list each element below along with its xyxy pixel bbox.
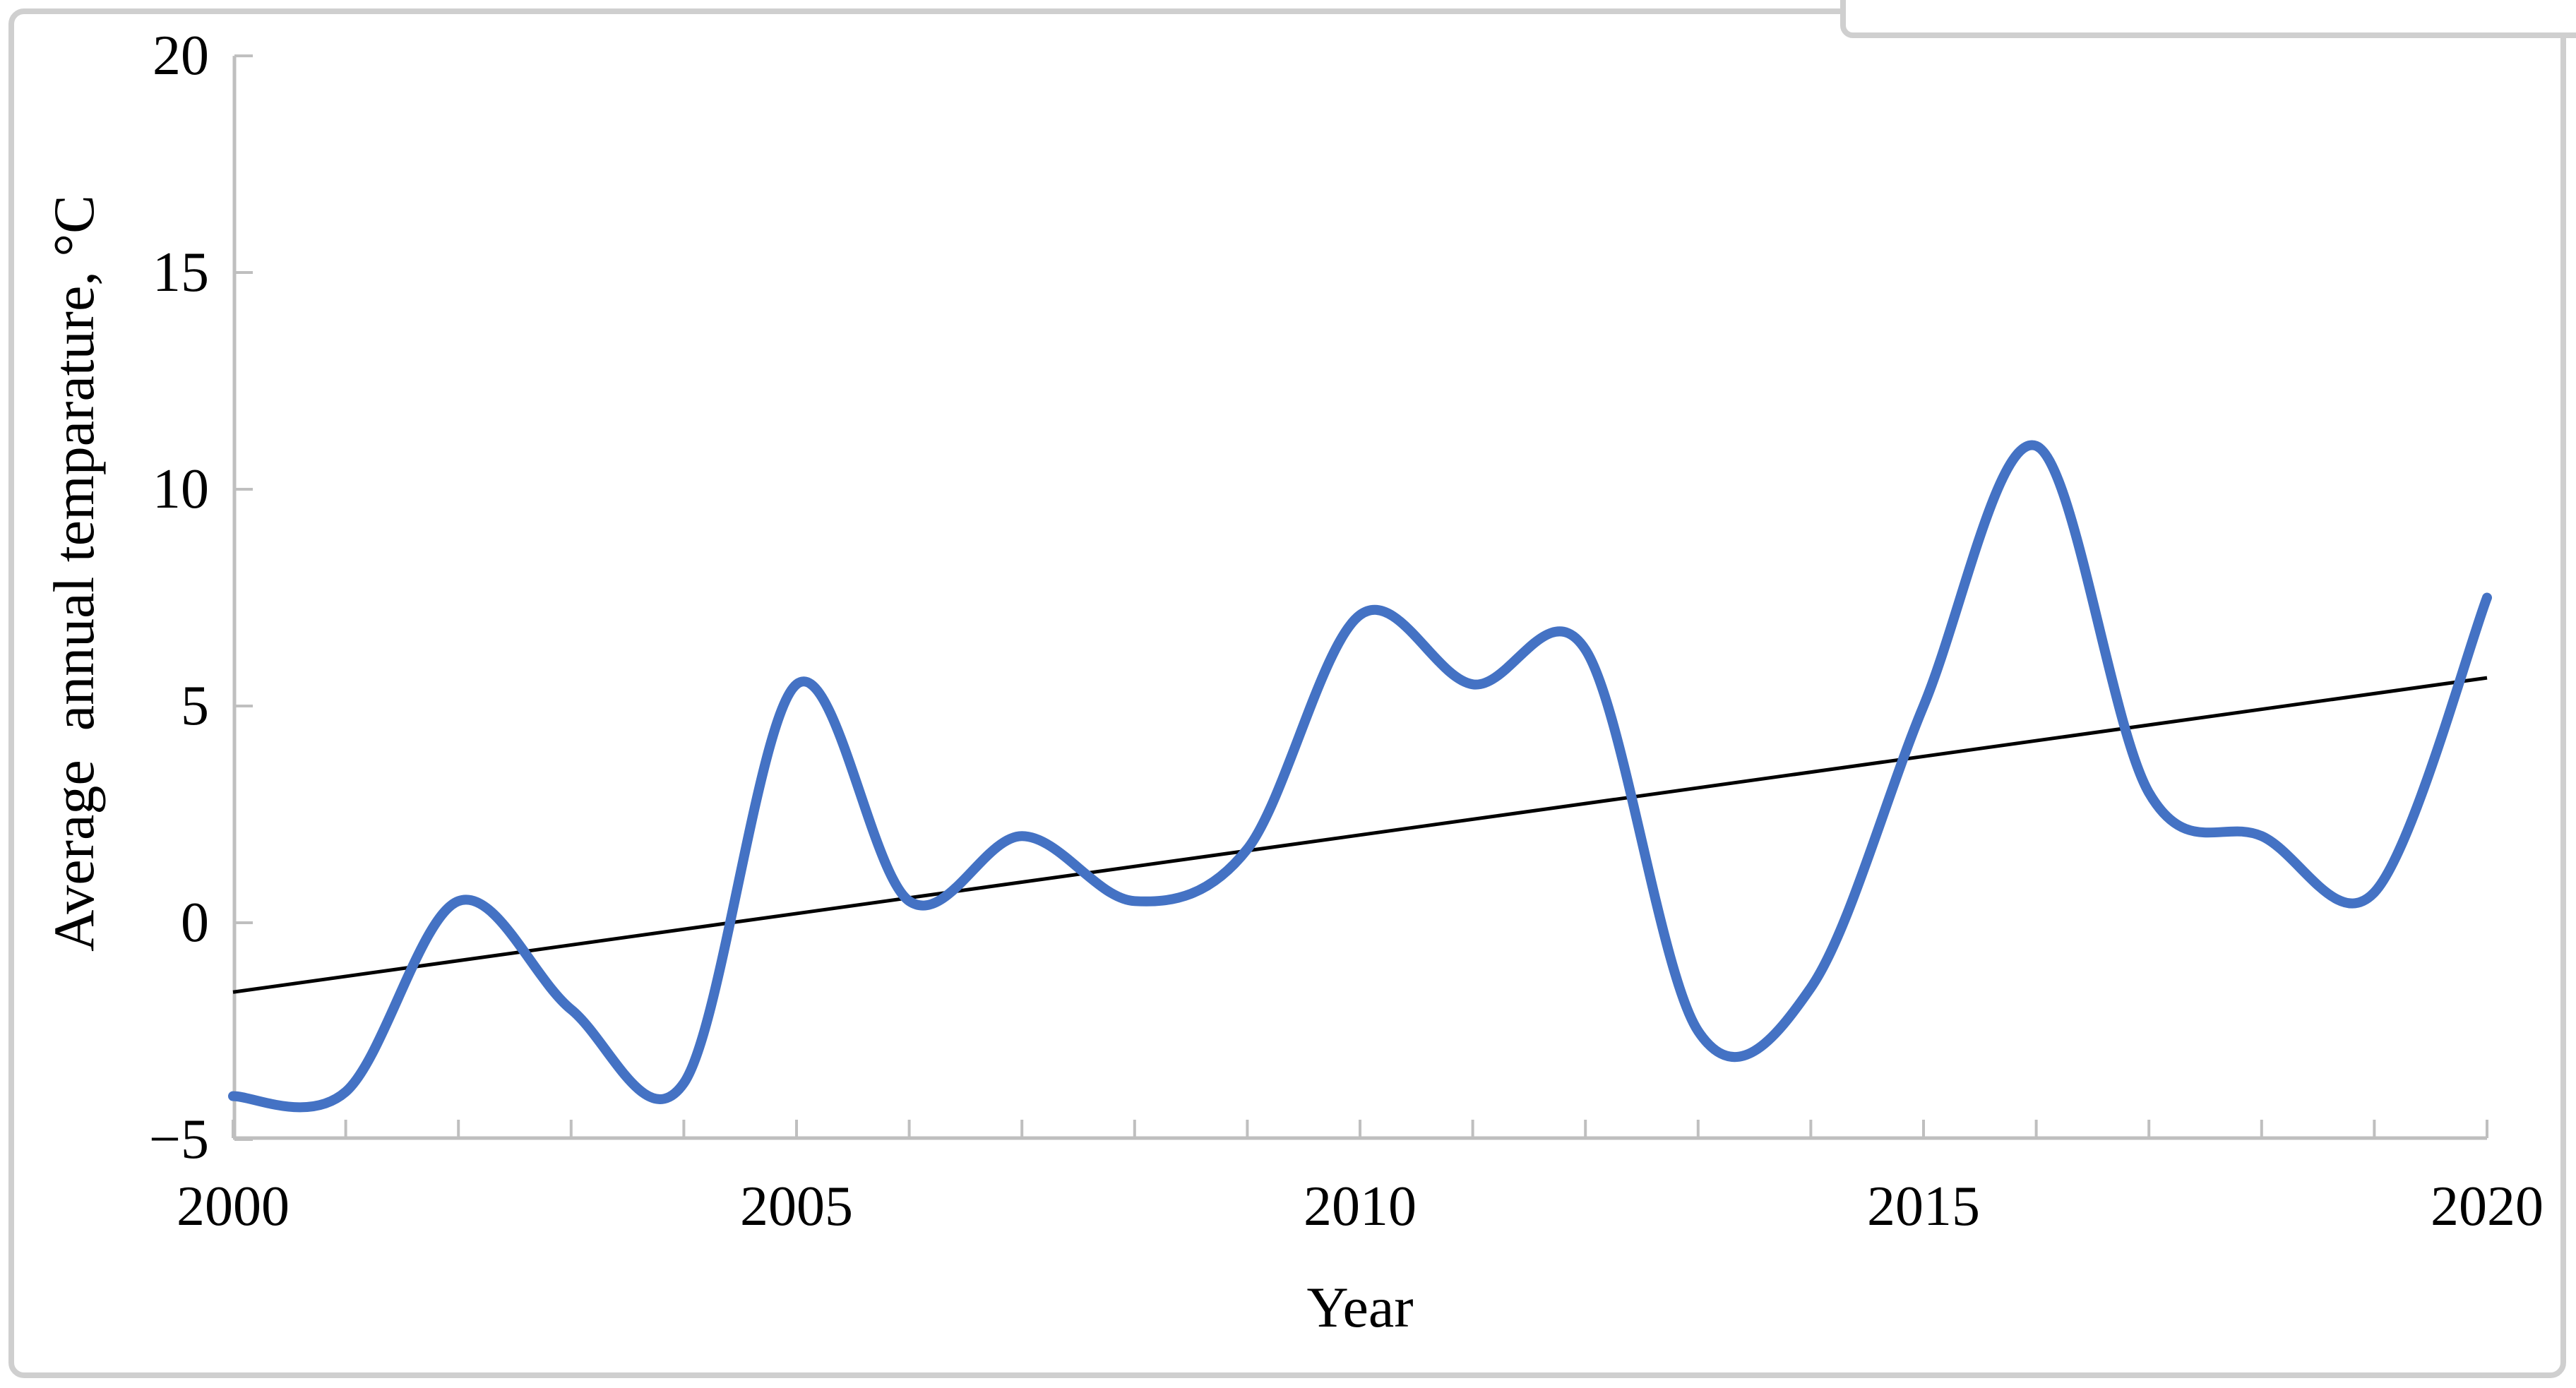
- y-tick-label: 10: [153, 458, 209, 520]
- x-tick-label: 2000: [177, 1175, 290, 1238]
- x-minor-ticks: [232, 1120, 2488, 1138]
- y-ticks: [234, 54, 253, 1141]
- x-tick-label: 2020: [2431, 1175, 2544, 1238]
- x-tick-label: 2010: [1304, 1175, 1417, 1238]
- y-tick-label: −5: [149, 1108, 209, 1171]
- y-tick-labels: 20 15 10 5 0 −5: [149, 25, 209, 1171]
- trend-line: [232, 676, 2488, 994]
- y-tick-label: 15: [153, 241, 209, 304]
- x-tick-label: 2005: [740, 1175, 853, 1238]
- x-tick-labels: 2000 2005 2010 2015 2020: [177, 1175, 2544, 1238]
- temperature-curve: [228, 440, 2492, 1113]
- y-tick-label: 20: [153, 25, 209, 87]
- x-tick-label: 2015: [1867, 1175, 1980, 1238]
- x-axis-title: Year: [1306, 1275, 1414, 1339]
- y-tick-label: 5: [181, 675, 209, 737]
- y-tick-label: 0: [181, 892, 209, 954]
- axes: [232, 56, 2487, 1140]
- y-axis-title: Average annual temparature, °C: [42, 195, 106, 952]
